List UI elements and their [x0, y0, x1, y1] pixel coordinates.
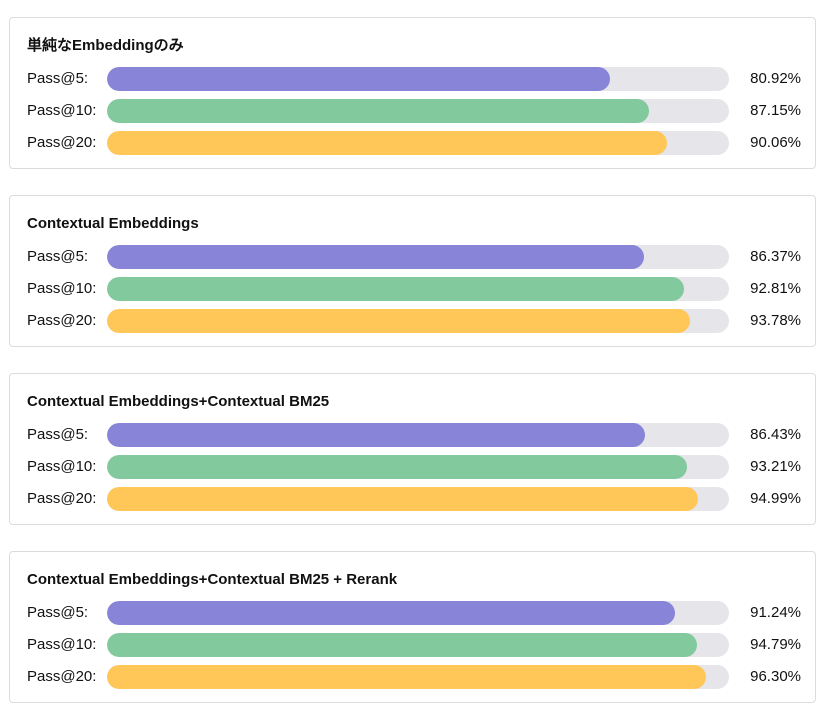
category-label: Pass@20: — [27, 668, 97, 685]
chart-card: Contextual Embeddings+Contextual BM25 + … — [9, 551, 816, 703]
bar — [107, 665, 706, 689]
chart-title: Contextual Embeddings+Contextual BM25 + … — [27, 571, 398, 588]
bar — [107, 423, 645, 447]
bar-track — [107, 665, 729, 689]
value-label: 91.24% — [750, 604, 801, 621]
value-label: 94.79% — [750, 636, 801, 653]
bar-track — [107, 277, 729, 301]
chart-card: 単純なEmbeddingのみ Pass@5: 80.92% Pass@10: 87.15… — [9, 17, 816, 169]
bar — [107, 131, 668, 155]
category-label: Pass@20: — [27, 134, 97, 151]
value-label: 96.30% — [750, 668, 801, 685]
chart-card: Contextual Embeddings+Contextual BM25 Pas… — [9, 373, 816, 525]
value-label: 93.21% — [750, 458, 801, 475]
bar — [107, 601, 675, 625]
bar — [107, 487, 698, 511]
category-label: Pass@10: — [27, 102, 97, 119]
category-label: Pass@20: — [27, 490, 97, 507]
category-label: Pass@5: — [27, 70, 89, 87]
bar-row: Pass@5: 86.37% — [10, 245, 815, 269]
bar-row: Pass@20: 90.06% — [10, 131, 815, 155]
value-label: 90.06% — [750, 134, 801, 151]
chart-title: Contextual Embeddings — [27, 215, 199, 232]
bar-row: Pass@5: 91.24% — [10, 601, 815, 625]
bar-track — [107, 131, 729, 155]
chart-title: 単純なEmbeddingのみ — [27, 37, 184, 54]
category-label: Pass@5: — [27, 248, 89, 265]
bar-track — [107, 487, 729, 511]
bar-track — [107, 67, 729, 91]
bar-row: Pass@10: 92.81% — [10, 277, 815, 301]
bar-track — [107, 633, 729, 657]
category-label: Pass@10: — [27, 636, 97, 653]
bar — [107, 99, 650, 123]
bar — [107, 633, 697, 657]
bar-track — [107, 309, 729, 333]
bar-track — [107, 245, 729, 269]
bar — [107, 245, 645, 269]
category-label: Pass@20: — [27, 312, 97, 329]
value-label: 94.99% — [750, 490, 801, 507]
bar — [107, 67, 611, 91]
bar — [107, 309, 691, 333]
bar-track — [107, 99, 729, 123]
value-label: 80.92% — [750, 70, 801, 87]
category-label: Pass@10: — [27, 280, 97, 297]
value-label: 86.37% — [750, 248, 801, 265]
bar-track — [107, 423, 729, 447]
chart-card: Contextual Embeddings Pass@5: 86.37% Pass@1… — [9, 195, 816, 347]
category-label: Pass@5: — [27, 426, 89, 443]
bar-track — [107, 601, 729, 625]
bar-row: Pass@20: 93.78% — [10, 309, 815, 333]
bar-row: Pass@10: 93.21% — [10, 455, 815, 479]
value-label: 87.15% — [750, 102, 801, 119]
value-label: 93.78% — [750, 312, 801, 329]
bar-row: Pass@20: 94.99% — [10, 487, 815, 511]
bar — [107, 455, 687, 479]
chart-title: Contextual Embeddings+Contextual BM25 — [27, 393, 330, 410]
category-label: Pass@5: — [27, 604, 89, 621]
bar-row: Pass@5: 86.43% — [10, 423, 815, 447]
bar — [107, 277, 685, 301]
bar-track — [107, 455, 729, 479]
bar-row: Pass@20: 96.30% — [10, 665, 815, 689]
value-label: 92.81% — [750, 280, 801, 297]
bar-row: Pass@5: 80.92% — [10, 67, 815, 91]
bar-row: Pass@10: 94.79% — [10, 633, 815, 657]
category-label: Pass@10: — [27, 458, 97, 475]
value-label: 86.43% — [750, 426, 801, 443]
bar-row: Pass@10: 87.15% — [10, 99, 815, 123]
